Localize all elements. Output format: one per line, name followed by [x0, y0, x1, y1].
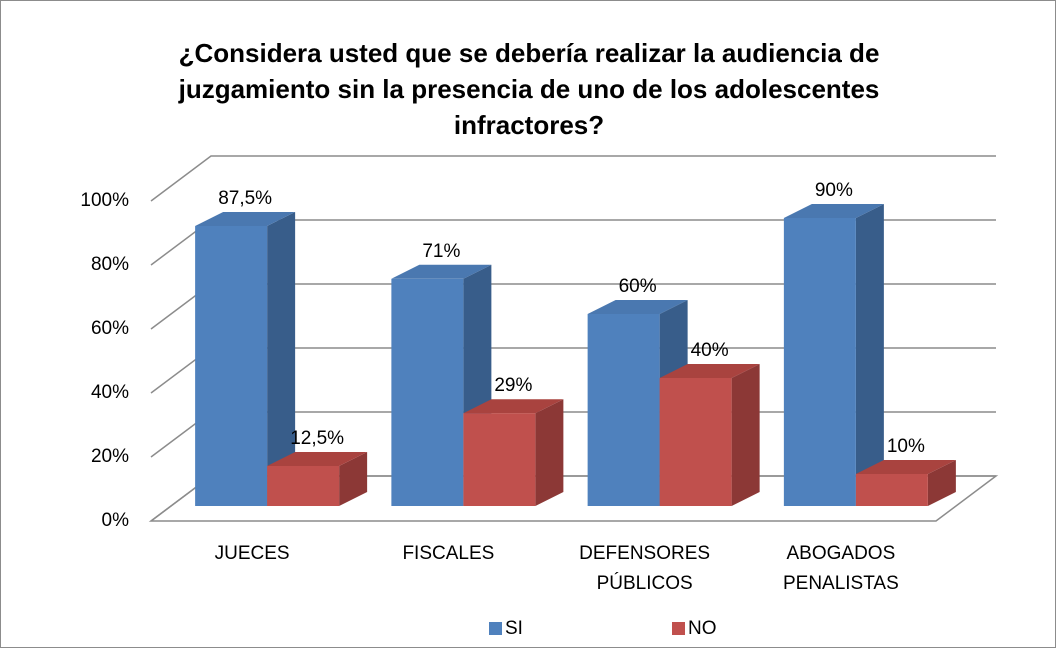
- bar-top: [267, 452, 368, 466]
- value-label: 12,5%: [290, 428, 344, 449]
- bar-front: [587, 314, 660, 506]
- grid-line: [150, 155, 996, 202]
- legend-label: SI: [505, 618, 523, 639]
- bar-side: [339, 452, 368, 506]
- value-label: 40%: [691, 340, 729, 361]
- value-label: 90%: [815, 180, 853, 201]
- x-tick-line: PENALISTAS: [783, 573, 899, 594]
- legend-swatch: [672, 622, 685, 635]
- legend-label: NO: [688, 618, 717, 639]
- x-tick-line: JUECES: [215, 543, 290, 564]
- x-tick-label: ABOGADOS PENALISTAS: [783, 543, 899, 594]
- bar: [587, 300, 688, 506]
- value-label: 87,5%: [218, 188, 272, 209]
- bar-top: [855, 460, 956, 474]
- x-tick-label: FISCALES: [402, 543, 494, 564]
- bar-front: [783, 218, 856, 506]
- bar-top: [783, 204, 884, 218]
- bar-side: [731, 364, 760, 506]
- bar-side: [267, 212, 296, 506]
- x-tick-line: ABOGADOS: [787, 543, 896, 564]
- bar-front: [195, 226, 268, 506]
- bar-side: [535, 399, 564, 506]
- y-tick-label: 20%: [91, 446, 129, 467]
- bar-front: [855, 474, 928, 506]
- chart-title: ¿Considera usted que se debería realizar…: [178, 38, 880, 140]
- y-tick-label: 0%: [102, 510, 130, 531]
- y-tick-label: 60%: [91, 318, 129, 339]
- x-tick-line: FISCALES: [402, 543, 494, 564]
- bar: [659, 364, 760, 506]
- bar-top: [195, 212, 296, 226]
- value-label: 60%: [619, 276, 657, 297]
- value-label: 71%: [422, 241, 460, 262]
- y-tick-label: 40%: [91, 382, 129, 403]
- bar: [783, 204, 884, 506]
- bar: [195, 212, 296, 506]
- bar-front: [391, 278, 464, 506]
- x-tick-label: JUECES: [215, 543, 290, 564]
- legend-swatch: [489, 622, 502, 635]
- bar: [463, 399, 564, 506]
- value-label: 29%: [494, 375, 532, 396]
- bar-front: [463, 413, 536, 506]
- x-tick-line: DEFENSORES: [579, 543, 710, 564]
- bar-front: [267, 466, 340, 506]
- bar: [855, 460, 956, 506]
- y-tick-label: 80%: [91, 254, 129, 275]
- bar-top: [587, 300, 688, 314]
- bar-side: [927, 460, 956, 506]
- bar: [267, 452, 368, 506]
- bar-side: [855, 204, 884, 506]
- x-tick-line: PÚBLICOS: [597, 572, 693, 594]
- bar-top: [463, 399, 564, 414]
- bar-front: [659, 378, 732, 506]
- y-tick-label: 100%: [80, 190, 129, 211]
- value-label: 10%: [887, 436, 925, 457]
- bar-top: [391, 264, 492, 279]
- x-tick-label: DEFENSORES PÚBLICOS: [579, 543, 710, 594]
- bar-top: [659, 364, 760, 378]
